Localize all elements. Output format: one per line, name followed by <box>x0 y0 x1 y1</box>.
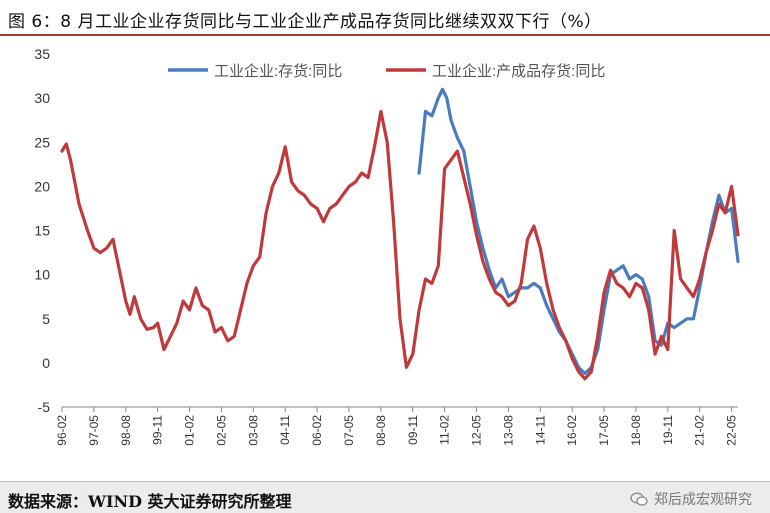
series-line-2 <box>60 109 740 381</box>
y-tick-label: 0 <box>42 355 50 371</box>
legend: 工业企业:存货:同比 工业企业:产成品存货:同比 <box>168 62 605 80</box>
x-tick-label: 11-02 <box>438 415 452 445</box>
x-tick-label: 06-02 <box>310 415 324 446</box>
watermark-text: 郑后成宏观研究 <box>654 492 752 508</box>
x-tick-label: 07-05 <box>342 415 356 446</box>
x-tick-label: 14-11 <box>533 415 547 445</box>
x-tick-label: 02-05 <box>214 415 228 446</box>
line-chart: -5 0 5 10 15 20 25 30 35 96-02 97-05 98-08 99-11 01-… <box>34 46 740 446</box>
x-tick-label: 17-05 <box>597 415 611 446</box>
legend-label-2: 工业企业:产成品存货:同比 <box>432 62 605 80</box>
x-tick-label: 96-02 <box>55 415 69 446</box>
footer: 数据来源：WIND 英大证券研究所整理 郑后成宏观研究 <box>0 481 770 513</box>
x-tick-label: 21-02 <box>693 415 707 446</box>
x-tick-label: 19-11 <box>661 415 675 445</box>
y-tick-label: 20 <box>34 178 50 194</box>
data-source-note: 数据来源：WIND 英大证券研究所整理 <box>8 492 292 511</box>
x-tick-label: 01-02 <box>183 415 197 446</box>
y-tick-label: 5 <box>42 311 50 327</box>
x-tick-label: 04-11 <box>278 415 292 445</box>
title-bar: 图 6：8 月工业企业存货同比与工业企业产成品存货同比继续双双下行（%） <box>0 0 770 36</box>
y-tick-label: 25 <box>34 134 50 150</box>
chart-title: 图 6：8 月工业企业存货同比与工业企业产成品存货同比继续双双下行（%） <box>8 12 602 32</box>
y-tick-label: 15 <box>34 223 50 239</box>
series-lines <box>60 87 740 381</box>
y-axis: -5 0 5 10 15 20 25 30 35 <box>34 46 50 415</box>
x-tick-label: 18-08 <box>629 415 643 446</box>
x-tick-label: 98-08 <box>119 415 133 446</box>
series-line-1 <box>417 87 740 376</box>
x-tick-label: 13-08 <box>501 415 515 446</box>
x-tick-label: 16-02 <box>565 415 579 446</box>
x-tick-label: 97-05 <box>87 415 101 446</box>
y-tick-label: 10 <box>34 267 50 283</box>
x-tick-label: 09-11 <box>406 415 420 445</box>
y-tick-label: -5 <box>38 399 51 415</box>
wechat-icon <box>630 492 648 506</box>
y-tick-label: 30 <box>34 90 50 106</box>
x-axis: 96-02 97-05 98-08 99-11 01-02 02-05 03-08 04-11… <box>55 406 739 446</box>
x-tick-label: 99-11 <box>151 415 165 445</box>
x-tick-label: 22-05 <box>725 415 739 446</box>
legend-label-1: 工业企业:存货:同比 <box>214 62 342 80</box>
x-tick-label: 08-08 <box>374 415 388 446</box>
x-tick-label: 12-05 <box>470 415 484 446</box>
x-tick-label: 03-08 <box>246 415 260 446</box>
y-tick-label: 35 <box>34 46 50 62</box>
watermark: 郑后成宏观研究 <box>630 489 752 509</box>
